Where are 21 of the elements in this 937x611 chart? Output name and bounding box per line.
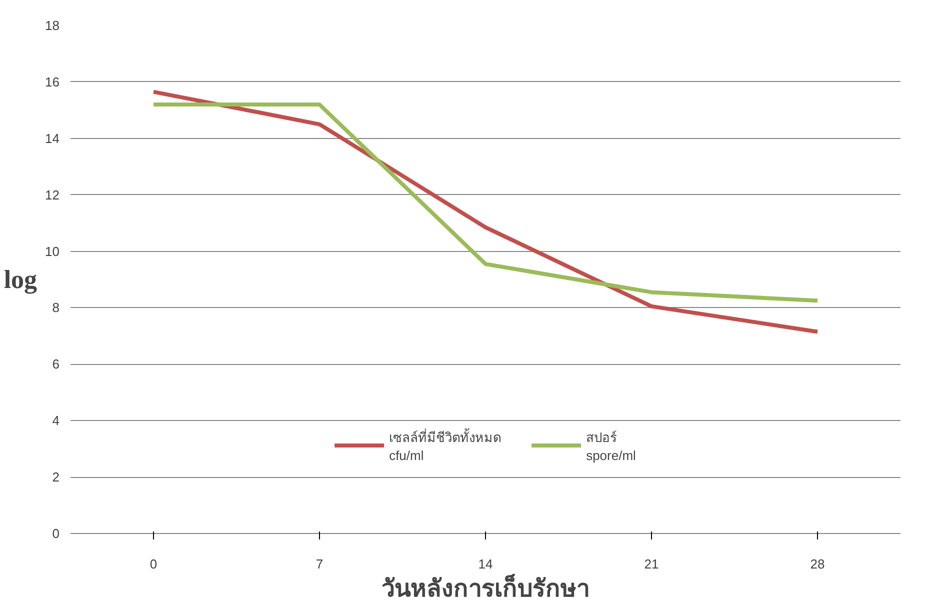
y-tick-label: 2 [52,470,60,485]
y-tick-label: 6 [52,356,60,372]
y-tick-label: 4 [52,413,60,428]
legend-label: สปอร์ spore/ml [586,429,636,463]
x-tick-label: 21 [644,556,659,572]
y-tick-label: 0 [52,526,60,541]
x-axis-title: วันหลังการเก็บรักษา [382,574,590,602]
y-tick-label: 16 [45,74,60,90]
y-tick-label: 12 [45,187,60,202]
y-tick-label: 8 [52,300,60,316]
y-tick-label: 18 [45,18,60,33]
y-tick-label: 10 [45,244,60,259]
y-axis-title: log [4,265,38,294]
x-tick-label: 28 [810,556,825,572]
x-tick-label: 0 [150,556,158,572]
y-tick-label: 14 [45,130,60,146]
line-series [152,102,820,303]
legend-label: เซลล์ที่มีชีวิตทั้งหมด cfu/ml [389,427,502,463]
x-tick-label: 7 [316,556,324,572]
line-series [152,90,820,334]
x-tick-label: 14 [478,556,493,572]
